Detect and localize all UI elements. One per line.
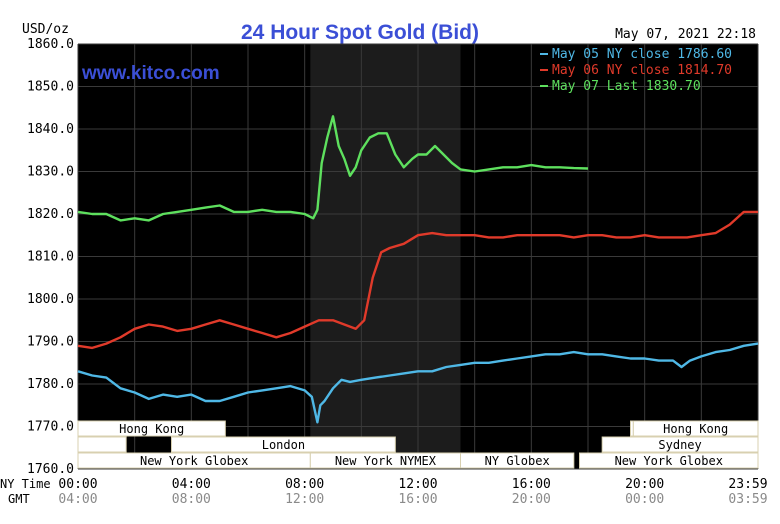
x-tick-label-ny: 12:00 — [398, 477, 437, 492]
chart-title: 24 Hour Spot Gold (Bid) — [241, 21, 479, 44]
session-bar — [460, 452, 575, 469]
x-tick-label-gmt: 03:59 — [728, 492, 767, 507]
row-label-gmt: GMT — [8, 492, 30, 506]
y-axis-unit-label: USD/oz — [22, 22, 69, 37]
series-line-1 — [77, 342, 759, 424]
session-label: New York NYMEX — [335, 454, 437, 468]
x-tick-label-gmt: 00:00 — [625, 492, 664, 507]
session-label: Hong Kong — [119, 422, 184, 436]
row-label-ny-time: NY Time — [0, 477, 51, 491]
y-tick-label: 1840.0 — [27, 122, 74, 137]
session-bar — [579, 452, 759, 469]
timestamp: May 07, 2021 22:18 — [615, 27, 756, 42]
x-tick-label-ny: 04:00 — [172, 477, 211, 492]
x-tick-label-gmt: 08:00 — [172, 492, 211, 507]
session-bar — [171, 436, 396, 453]
y-tick-label: 1830.0 — [27, 165, 74, 180]
session-label: Hong Kong — [663, 422, 728, 436]
series-line-2 — [77, 210, 758, 350]
y-tick-label: 1760.0 — [27, 462, 74, 477]
series-line-3 — [77, 115, 589, 222]
session-label: New York Globex — [140, 454, 248, 468]
legend-entry-may06: May 06 NY close 1814.70 — [552, 63, 732, 78]
x-tick-label-ny: 20:00 — [625, 477, 664, 492]
session-label: London — [262, 438, 305, 452]
x-tick-label-ny: 23:59 — [728, 477, 767, 492]
market-sessions: Hong Kong Hong Kong London Sydney New York G… — [77, 420, 759, 469]
brand-watermark: www.kitco.com — [81, 63, 220, 84]
x-tick-label-gmt: 16:00 — [398, 492, 437, 507]
y-tick-label: 1850.0 — [27, 80, 74, 95]
session-label: New York Globex — [615, 454, 723, 468]
y-tick-label: 1800.0 — [27, 292, 74, 307]
session-bar — [77, 436, 127, 453]
axis-labels: 1860.0 1850.0 1840.0 1830.0 1820.0 1810.0 1800… — [27, 37, 768, 507]
x-tick-label-ny: 00:00 — [58, 477, 97, 492]
y-tick-label: 1780.0 — [27, 377, 74, 392]
session-bar — [77, 420, 226, 437]
x-tick-label-gmt: 12:00 — [285, 492, 324, 507]
y-tick-label: 1860.0 — [27, 37, 74, 52]
session-bar — [601, 436, 759, 453]
legend-entry-may07: May 07 Last 1830.70 — [552, 79, 701, 94]
y-tick-label: 1820.0 — [27, 207, 74, 222]
session-label: NY Globex — [485, 454, 550, 468]
x-tick-label-gmt: 20:00 — [512, 492, 551, 507]
y-tick-label: 1790.0 — [27, 335, 74, 350]
x-tick-label-ny: 16:00 — [512, 477, 551, 492]
y-tick-label: 1810.0 — [27, 250, 74, 265]
series-lines — [77, 115, 759, 424]
x-tick-label-ny: 08:00 — [285, 477, 324, 492]
x-tick-label-gmt: 04:00 — [58, 492, 97, 507]
y-tick-label: 1770.0 — [27, 420, 74, 435]
session-label: Sydney — [658, 438, 701, 452]
legend-entry-may05: May 05 NY close 1786.60 — [552, 47, 732, 62]
grid-lines — [77, 43, 759, 470]
session-bar — [632, 420, 759, 437]
